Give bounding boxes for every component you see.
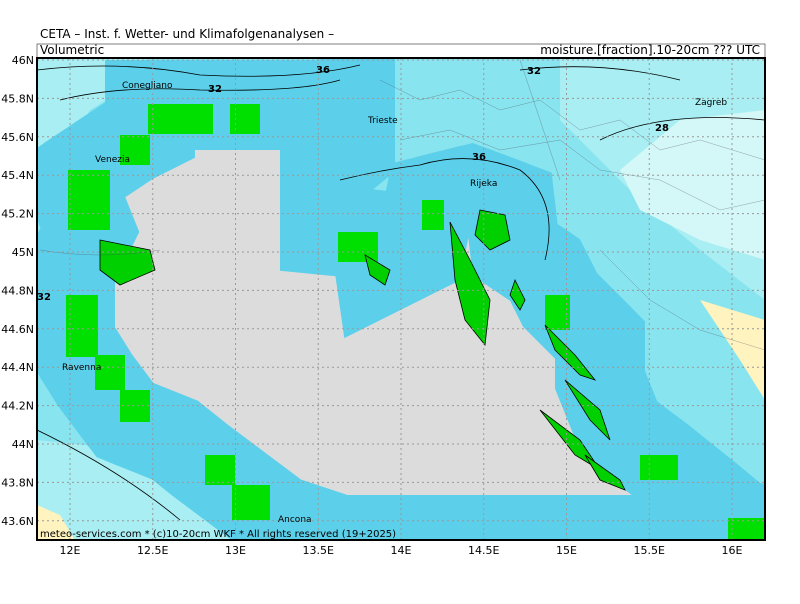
title: CETA – Inst. f. Wetter- und Klimafolgena… (40, 27, 334, 41)
contour-label: 32 (37, 292, 51, 303)
lon-tick-label: 14E (391, 544, 412, 557)
lon-tick-label: 13E (225, 544, 246, 557)
lon-tick-label: 15E (556, 544, 577, 557)
city-label: Venezia (95, 155, 130, 165)
lat-tick-label: 43.8N (1, 476, 34, 489)
lat-tick-label: 45.8N (1, 92, 34, 105)
city-label: Trieste (367, 116, 398, 126)
city-label: Ravenna (62, 363, 101, 373)
city-label: Zagreb (695, 98, 727, 108)
footer: meteo-services.com * (c)10-20cm WKF * Al… (40, 529, 396, 540)
left-label: Volumetric (40, 43, 104, 57)
contour-label: 36 (472, 152, 486, 163)
city-label: Ancona (278, 515, 312, 525)
lon-tick-label: 12E (60, 544, 81, 557)
lon-tick-label: 15.5E (634, 544, 665, 557)
lat-tick-label: 44.6N (1, 323, 34, 336)
lon-tick-label: 12.5E (137, 544, 168, 557)
lon-tick-label: 13.5E (303, 544, 334, 557)
lat-tick-label: 45.2N (1, 208, 34, 221)
contour-label: 36 (316, 65, 330, 76)
right-label: moisture.[fraction].10-20cm ??? UTC (540, 43, 760, 57)
contour-label: 32 (527, 66, 541, 77)
lon-tick-label: 16E (722, 544, 743, 557)
lat-tick-label: 44.2N (1, 400, 34, 413)
lat-tick-label: 46N (12, 54, 34, 67)
map-frame (36, 57, 766, 541)
lat-tick-label: 44N (12, 438, 34, 451)
city-label: Conegliano (122, 81, 173, 91)
city-label: Rijeka (470, 179, 497, 189)
lat-tick-label: 44.8N (1, 284, 34, 297)
contour-label: 32 (208, 84, 222, 95)
lat-tick-label: 45N (12, 246, 34, 259)
lat-tick-label: 43.6N (1, 515, 34, 528)
contour-label: 28 (655, 123, 669, 134)
lon-tick-label: 14.5E (468, 544, 499, 557)
lat-tick-label: 45.4N (1, 169, 34, 182)
map-area: Conegliano Venezia Ravenna Trieste Rijek… (37, 58, 765, 540)
lat-tick-label: 44.4N (1, 361, 34, 374)
lat-tick-label: 45.6N (1, 131, 34, 144)
